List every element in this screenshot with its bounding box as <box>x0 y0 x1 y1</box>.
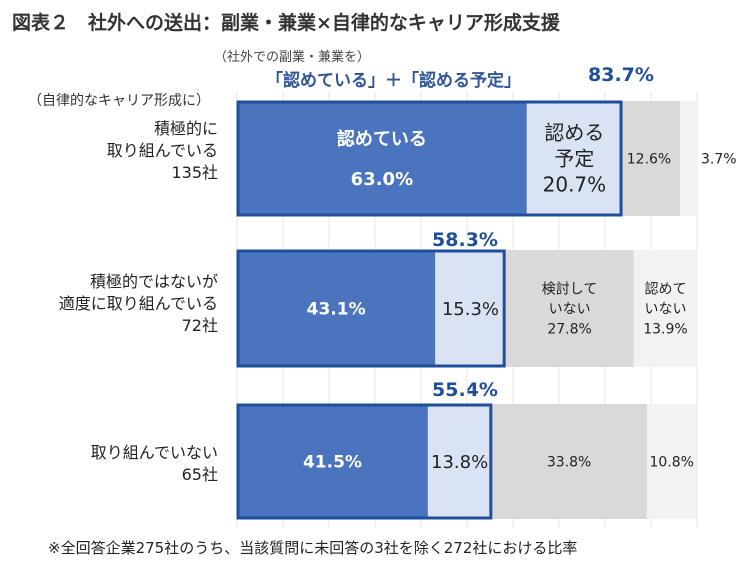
bar-segment <box>622 101 680 216</box>
data-label: 13.8% <box>431 452 488 473</box>
data-label: 41.5% <box>303 453 362 473</box>
data-label: 43.1% <box>307 300 366 320</box>
row-axis-caption: （自律的なキャリア形成に） <box>28 93 210 109</box>
row-highlight-total: 55.4% <box>432 379 498 401</box>
bar-segment <box>505 250 634 367</box>
bar-segment <box>435 250 506 367</box>
bar-segment <box>633 250 698 367</box>
bar-segment <box>646 404 697 519</box>
data-label: いない <box>549 302 591 318</box>
data-label: いない <box>644 302 686 318</box>
row-label-line: 135社 <box>171 163 218 182</box>
bar-segment <box>237 404 428 519</box>
data-label: 27.8% <box>547 322 591 338</box>
data-label: 3.7% <box>701 152 737 168</box>
row-label-active: 積極的に 取り組んでいる 135社 <box>8 118 218 184</box>
chart-title: 図表２ 社外への送出：副業・兼業×自律的なキャリア形成支援 <box>12 12 560 34</box>
highlight-frame <box>236 100 623 217</box>
legend-subcaption: （社外での副業・兼業を） <box>214 50 371 65</box>
data-label: 認める <box>544 121 604 145</box>
data-label: 33.8% <box>547 455 591 471</box>
row-label-moderate: 積極的ではないが 適度に取り組んでいる 72社 <box>8 271 218 337</box>
data-label: 検討して <box>542 282 598 298</box>
bar-segment <box>427 404 492 519</box>
row-label-line: 65社 <box>181 465 218 484</box>
legend-highlight-total: 83.7% <box>588 64 654 86</box>
bar-segment <box>237 250 436 367</box>
data-label: 12.6% <box>627 152 671 168</box>
row-highlight-total: 58.3% <box>432 229 498 251</box>
row-label-line: 72社 <box>181 316 218 335</box>
data-label: 予定 <box>554 147 594 171</box>
data-label: 15.3% <box>442 299 499 320</box>
bar-segment <box>491 404 647 519</box>
row-label-line: 取り組んでいない <box>90 443 218 462</box>
data-label: 20.7% <box>543 173 607 197</box>
legend-highlight-caption: 「認めている」＋「認める予定」 <box>266 71 521 91</box>
highlight-frame <box>236 403 493 520</box>
data-label: 13.9% <box>643 322 687 338</box>
data-label: 認めて <box>644 282 686 298</box>
row-label-line: 取り組んでいる <box>106 141 218 160</box>
bar-segment <box>679 101 697 216</box>
highlight-frame <box>236 249 506 368</box>
data-label: 63.0% <box>351 169 413 190</box>
data-label: 認めている <box>337 128 427 150</box>
bar-segment <box>526 101 623 216</box>
row-label-line: 積極的に <box>153 119 218 138</box>
footnote: ※全回答企業275社のうち、当該質問に未回答の3社を除く272社における比率 <box>48 539 578 557</box>
row-label-line: 適度に取り組んでいる <box>58 294 218 313</box>
row-label-none: 取り組んでいない 65社 <box>8 442 218 486</box>
bar-segment <box>237 101 527 216</box>
row-label-line: 積極的ではないが <box>89 272 218 291</box>
data-label: 10.8% <box>649 455 693 471</box>
